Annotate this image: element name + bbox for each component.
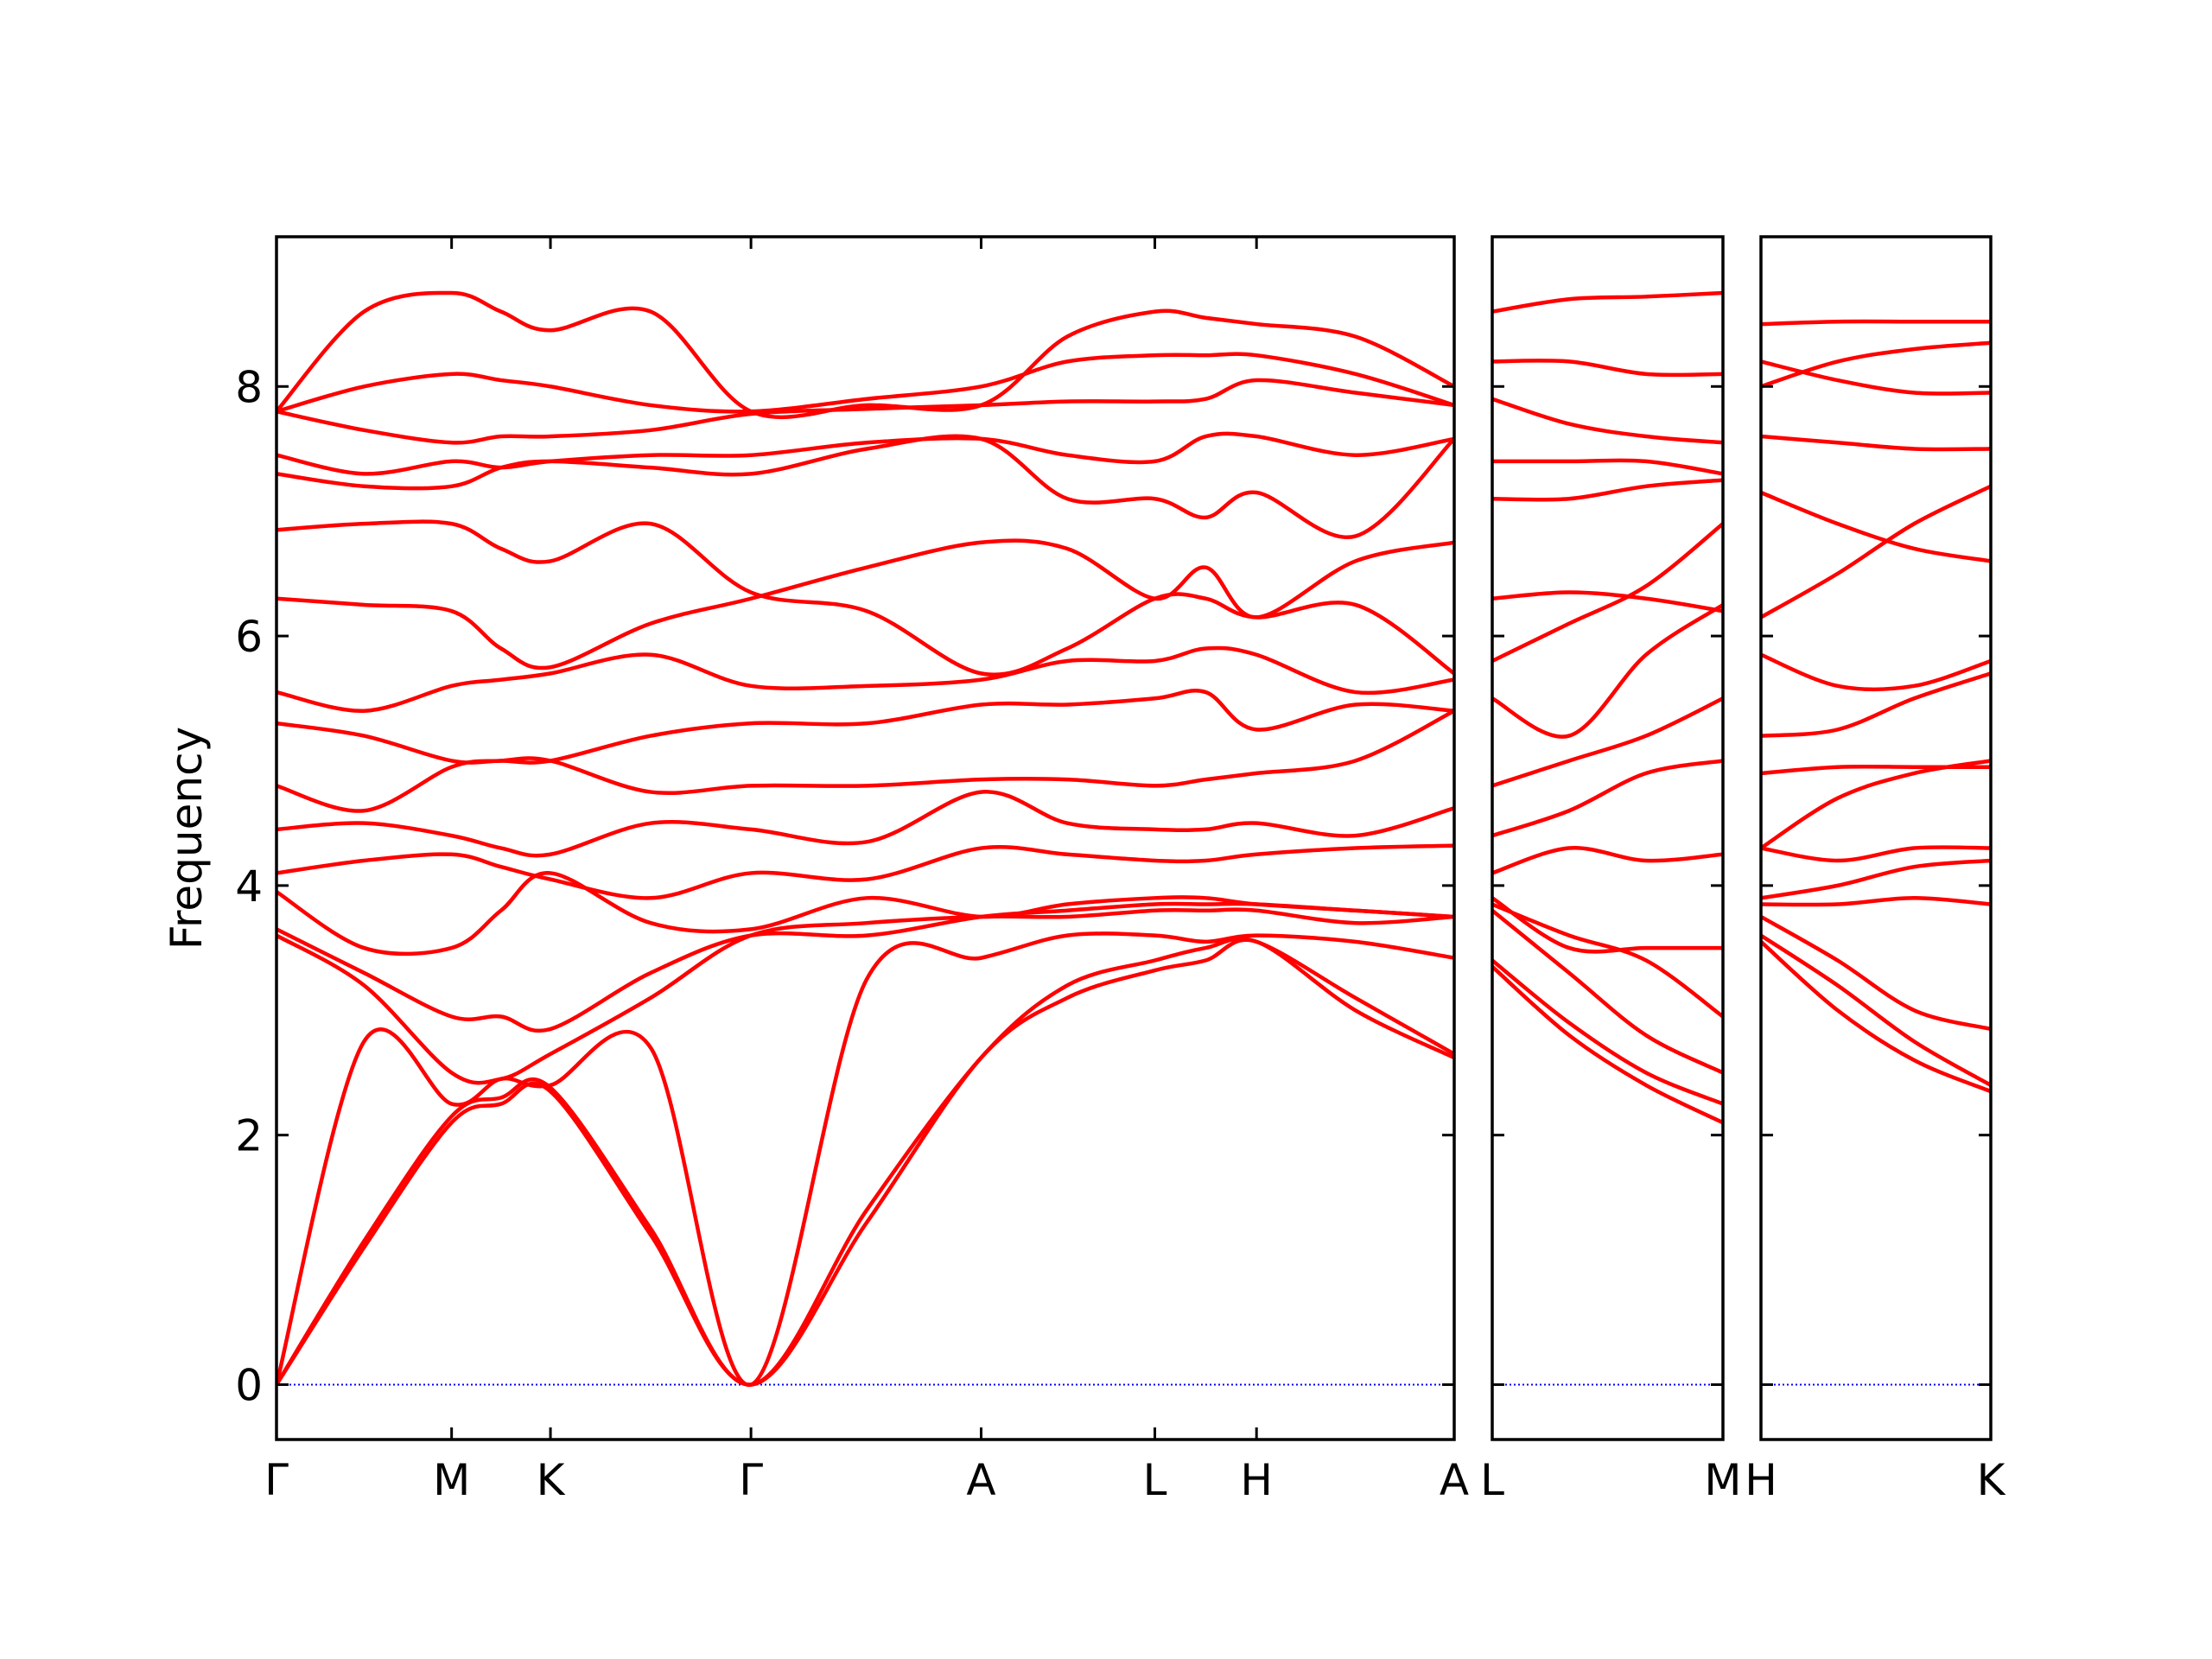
plot-area (1761, 319, 1991, 1386)
band (1492, 290, 1723, 314)
band (276, 938, 1454, 1387)
band (276, 871, 1454, 957)
band (276, 434, 1454, 540)
band (276, 937, 1454, 1387)
band (1761, 915, 1991, 1032)
band (1761, 434, 1991, 452)
band (276, 290, 1454, 420)
band (276, 519, 1454, 677)
band (1761, 484, 1991, 620)
band (1492, 909, 1723, 1075)
y-axis-label: Frequency (162, 727, 212, 950)
band (1761, 652, 1991, 692)
band (276, 790, 1454, 858)
x-tick-label: K (537, 1455, 566, 1505)
band (1492, 478, 1723, 502)
band (276, 689, 1454, 765)
band (1492, 896, 1723, 954)
band (1492, 590, 1723, 613)
x-tick-label: L (1143, 1455, 1167, 1505)
x-tick-label: A (1440, 1455, 1469, 1505)
x-tick-label: H (1240, 1455, 1273, 1505)
band (1492, 359, 1723, 378)
band (276, 645, 1454, 713)
y-tick-label: 2 (235, 1111, 263, 1161)
band (1761, 759, 1991, 850)
y-tick-label: 0 (235, 1360, 263, 1410)
band (1492, 965, 1723, 1125)
band (1492, 603, 1723, 739)
x-tick-label: K (1977, 1455, 2006, 1505)
band (1492, 397, 1723, 445)
band (276, 538, 1454, 671)
x-tick-label: M (1704, 1455, 1741, 1505)
band (1761, 671, 1991, 738)
axes-frame (275, 235, 1456, 1441)
band (1492, 522, 1723, 663)
band (276, 378, 1454, 445)
x-tick-label: Γ (264, 1455, 289, 1505)
band (1761, 845, 1991, 863)
band (276, 931, 1454, 1387)
band (276, 907, 1454, 1085)
band (276, 843, 1454, 900)
x-tick-label: H (1745, 1455, 1777, 1505)
x-tick-label: Γ (739, 1455, 763, 1505)
band (1761, 340, 1991, 389)
band (1761, 490, 1991, 563)
band (1761, 940, 1991, 1094)
band (1761, 319, 1991, 327)
y-tick-label: 4 (235, 861, 263, 912)
band (276, 431, 1454, 476)
y-tick-label: 8 (235, 362, 263, 412)
x-tick-label: A (966, 1455, 995, 1505)
band (1761, 896, 1991, 907)
band (1492, 958, 1723, 1106)
band (1492, 696, 1723, 788)
x-tick-label: M (433, 1455, 470, 1505)
y-tick-label: 6 (235, 612, 263, 662)
band (1492, 458, 1723, 476)
band (1761, 359, 1991, 396)
axes-frame (1759, 235, 1993, 1441)
band (1761, 858, 1991, 900)
x-tick-label: L (1480, 1455, 1504, 1505)
band (1492, 759, 1723, 838)
band (1761, 764, 1991, 776)
plot-area (1492, 290, 1723, 1386)
band (1761, 933, 1991, 1087)
band (1492, 846, 1723, 875)
axes-frame (1491, 235, 1725, 1441)
band (1492, 902, 1723, 1019)
plot-area (276, 290, 1454, 1387)
band (276, 352, 1454, 414)
